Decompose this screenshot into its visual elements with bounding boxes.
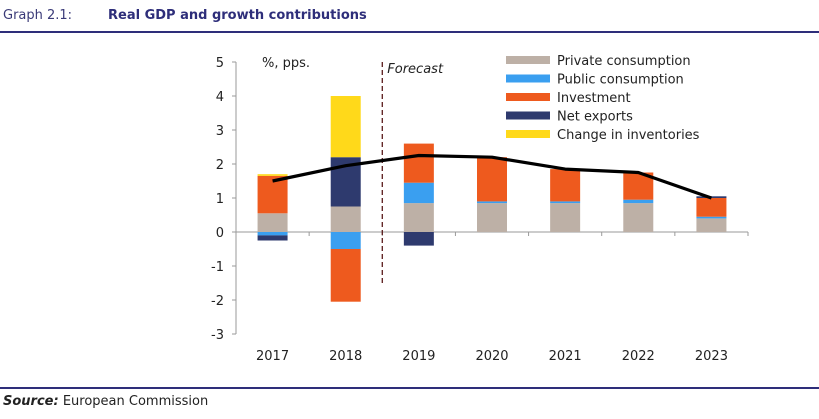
y-tick-label: 2 xyxy=(216,158,224,173)
bar-investment-2018 xyxy=(330,249,361,302)
x-tick-label: 2019 xyxy=(402,349,435,364)
legend-swatch-investment xyxy=(506,93,550,101)
legend-swatch-change-in-inventories xyxy=(506,130,550,138)
x-tick-label: 2017 xyxy=(256,349,289,364)
y-tick-label: 1 xyxy=(216,192,224,207)
legend-label-public-consumption: Public consumption xyxy=(557,73,684,88)
legend-swatch-net-exports xyxy=(506,111,550,120)
bar-public-consumption-2019 xyxy=(403,182,434,204)
bar-private-consumption-2022 xyxy=(623,203,654,232)
bar-private-consumption-2018 xyxy=(330,206,361,232)
x-tick-label: 2022 xyxy=(622,349,655,364)
gdp-line xyxy=(272,153,712,200)
bottom-divider xyxy=(0,387,819,389)
bar-public-consumption-2022 xyxy=(623,199,654,204)
chart-svg: 5 4 3 2 1 0 -1 -2 -3 2017 2018 2019 2020 2021 2022 2023… xyxy=(211,54,749,364)
chart-area: 5 4 3 2 1 0 -1 -2 -3 2017 2018 2019 2020 2021 2022 2023… xyxy=(0,40,819,380)
x-tick-label: 2021 xyxy=(549,349,582,364)
bar-private-consumption-2020 xyxy=(477,203,507,232)
bar-net-exports-2017 xyxy=(257,235,288,241)
bar-investment-2019 xyxy=(403,143,434,183)
y-tick-label: -1 xyxy=(211,260,224,275)
y-tick-label: -3 xyxy=(211,328,224,343)
x-tick-label: 2023 xyxy=(695,349,728,364)
legend-swatch-private-consumption xyxy=(506,56,550,64)
y-tick-label: 4 xyxy=(216,90,224,105)
top-divider xyxy=(0,31,819,33)
forecast-label: Forecast xyxy=(387,62,444,77)
bar-change-in-inventories-2018 xyxy=(330,96,361,158)
legend-label-change-in-inventories: Change in inventories xyxy=(557,128,700,143)
y-tick-label: -2 xyxy=(211,294,224,309)
bar-public-consumption-2023 xyxy=(696,216,727,219)
graph-title: Real GDP and growth contributions xyxy=(108,8,367,23)
source-text: European Commission xyxy=(62,394,209,409)
bar-net-exports-2019 xyxy=(403,232,434,246)
legend-swatch-public-consumption xyxy=(506,74,550,83)
source-label: Source: xyxy=(3,394,59,409)
bar-investment-2020 xyxy=(477,157,507,202)
legend-label-investment: Investment xyxy=(557,91,631,106)
x-tick-label: 2020 xyxy=(475,349,508,364)
legend-label-private-consumption: Private consumption xyxy=(557,54,691,69)
bar-investment-2021 xyxy=(550,169,581,202)
bar-investment-2023 xyxy=(696,198,727,217)
source-note: Source: European Commission xyxy=(3,394,208,409)
bar-private-consumption-2023 xyxy=(696,218,727,232)
y-tick-label: 0 xyxy=(216,226,224,241)
unit-label: %, pps. xyxy=(262,56,310,71)
graph-header: Graph 2.1: Real GDP and growth contribut… xyxy=(0,0,819,34)
bar-change-in-inventories-2017 xyxy=(257,174,288,176)
bar-public-consumption-2017 xyxy=(257,232,288,236)
graph-number: Graph 2.1: xyxy=(3,8,73,23)
bar-public-consumption-2021 xyxy=(550,201,581,204)
bar-private-consumption-2021 xyxy=(550,203,581,232)
y-tick-label: 5 xyxy=(216,56,224,71)
bar-private-consumption-2017 xyxy=(257,213,288,232)
bar-investment-2017 xyxy=(257,175,288,214)
x-tick-label: 2018 xyxy=(329,349,362,364)
bar-public-consumption-2020 xyxy=(477,201,507,204)
bar-public-consumption-2018 xyxy=(330,232,361,249)
bar-private-consumption-2019 xyxy=(403,203,434,232)
y-tick-label: 3 xyxy=(216,124,224,139)
legend-label-net-exports: Net exports xyxy=(557,110,633,125)
